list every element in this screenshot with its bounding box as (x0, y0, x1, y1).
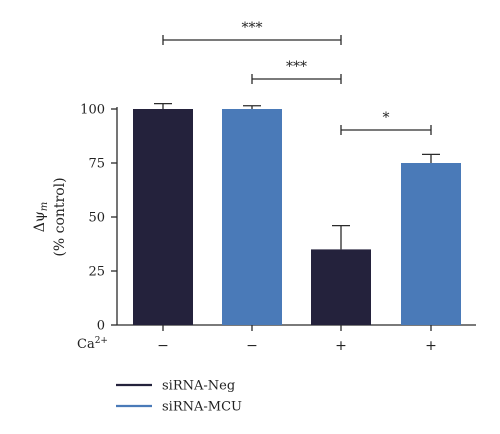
legend-label: siRNA-MCU (162, 400, 242, 415)
y-axis-label: Δψm (% control) (32, 177, 68, 256)
bar (311, 249, 371, 325)
bar (222, 109, 282, 325)
y-tick-label: 75 (88, 157, 105, 172)
y-tick-label: 100 (80, 103, 105, 118)
bar (133, 109, 193, 325)
significance-brackets: ******* (162, 20, 432, 135)
y-tick-label: 0 (97, 319, 105, 334)
y-tick-label: 50 (88, 211, 105, 226)
ca-condition: + (425, 338, 437, 354)
significance-label: *** (242, 20, 263, 36)
y-axis-label-line: Δψm (32, 202, 50, 233)
significance-label: *** (286, 59, 307, 75)
ca-condition: + (335, 338, 347, 354)
ca-condition-row: Ca2+ − − + + (77, 336, 437, 354)
ca-condition: − (246, 338, 258, 354)
y-axis-label-text: Δψm (% control) (32, 177, 68, 256)
bar (401, 163, 461, 325)
ca-row-label: Ca2+ (77, 336, 108, 352)
y-tick-label: 25 (88, 265, 105, 280)
y-axis-label-line: (% control) (52, 177, 68, 256)
legend-label: siRNA-Neg (162, 379, 235, 394)
bars (133, 102, 461, 325)
significance-label: * (383, 110, 390, 126)
legend: siRNA-Neg siRNA-MCU (116, 379, 242, 415)
ca-condition: − (157, 338, 169, 354)
